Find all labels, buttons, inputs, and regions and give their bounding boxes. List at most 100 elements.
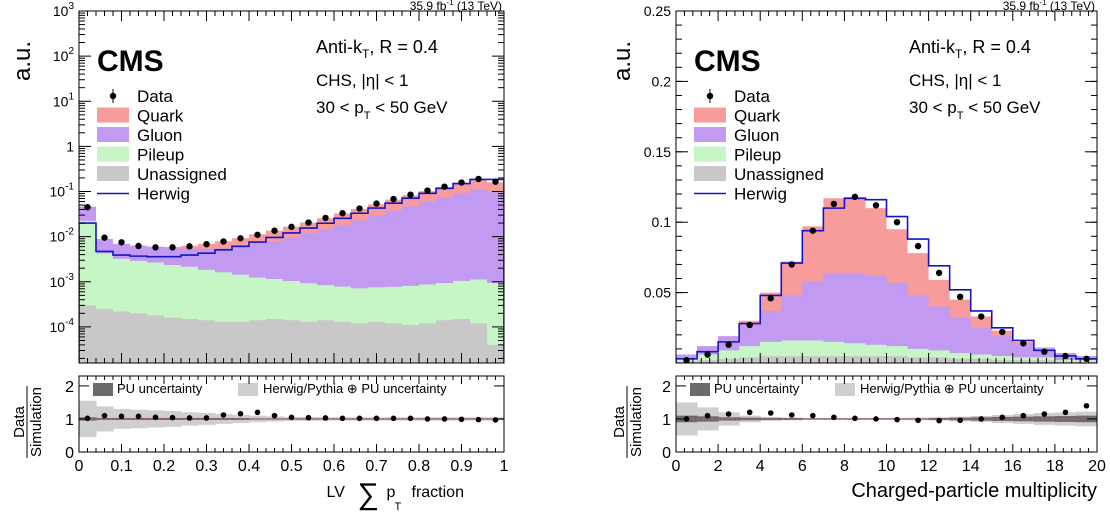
x-tick-label: 0.9 <box>450 458 472 475</box>
ratio-group <box>79 400 504 438</box>
algo-label: Anti-kT, R = 0.4 <box>316 37 438 61</box>
data-point <box>935 269 943 277</box>
data-point <box>999 328 1006 336</box>
legend-swatch <box>97 127 129 142</box>
data-point <box>830 200 838 208</box>
ratio-point <box>767 410 774 416</box>
data-point <box>288 223 295 231</box>
x-tick-label: 0.5 <box>280 458 302 475</box>
x-tick-label: 12 <box>920 458 938 475</box>
ratio-point <box>339 415 346 422</box>
data-point <box>203 240 210 248</box>
x-tick-label: 6 <box>798 458 807 475</box>
data-point <box>271 227 278 234</box>
data-point <box>746 321 753 329</box>
stack-group <box>79 175 504 363</box>
data-point <box>704 351 711 358</box>
ratio-point <box>475 416 482 423</box>
y-tick-label: 0.2 <box>652 73 672 89</box>
legend-swatch <box>694 146 726 162</box>
ratio-point <box>683 416 690 422</box>
data-point <box>809 227 817 234</box>
ratio-y-tick-label: 0 <box>65 445 74 462</box>
x-tick-label: 1 <box>500 458 509 475</box>
x-axis-label-prefix: LV <box>327 484 346 501</box>
legend-label: Gluon <box>137 126 182 145</box>
ratio-point <box>288 414 295 421</box>
x-tick-label: 0.1 <box>110 458 132 475</box>
stack-group <box>676 193 1097 363</box>
x-tick-label: 10 <box>878 458 896 475</box>
data-point <box>356 205 363 212</box>
ratio-point <box>186 415 193 421</box>
legend-band-label: Herwig/Pythia ⊕ PU uncertainty <box>860 381 1044 396</box>
x-axis-label: Charged-particle multiplicity <box>851 480 1097 502</box>
data-point <box>84 203 91 211</box>
data-point <box>237 235 244 242</box>
data-point <box>390 195 397 203</box>
ratio-point <box>441 416 448 422</box>
ratio-point <box>203 415 210 421</box>
legend-label: Unassigned <box>734 165 824 184</box>
unassigned-fill <box>79 305 504 363</box>
ratio-y-tick-label: 2 <box>662 379 671 396</box>
legend-band-swatch <box>835 383 855 396</box>
selection-eta: CHS, |η| < 1 <box>909 71 1001 90</box>
selection-pt: 30 < pT < 50 GeV <box>909 98 1041 122</box>
y-tick-label: 0.05 <box>644 285 671 301</box>
legend-band-swatch <box>238 383 258 396</box>
legend-label: Unassigned <box>137 165 227 184</box>
ratio-point <box>152 414 159 421</box>
pu-band-bin <box>249 418 267 420</box>
data-point <box>492 178 499 185</box>
legend-pu-label: PU uncertainty <box>714 381 800 396</box>
x-axis-label-suffix: fraction <box>412 484 464 501</box>
data-point <box>851 193 859 201</box>
legend-swatch <box>97 166 129 181</box>
y-tick-label: 10-1 <box>50 182 75 200</box>
x-tick-label: 0.2 <box>153 458 175 475</box>
ratio-point <box>220 412 227 418</box>
legend-label: Herwig <box>137 185 190 204</box>
cms-logo: CMS <box>97 45 164 78</box>
data-point <box>407 191 414 198</box>
data-point <box>458 179 465 186</box>
data-point <box>339 210 346 217</box>
ratio-point <box>390 415 397 422</box>
ratio-point <box>407 415 414 422</box>
x-tick-label: 0.4 <box>238 458 260 475</box>
chart-panel-2: 0.25 0.2 0.15 0.1 0.05 35.9 fb-1 (13 TeV) a.u.… <box>609 0 1106 502</box>
legend-label: Quark <box>734 107 781 126</box>
data-point <box>220 238 227 245</box>
x-axis-label-p: p <box>387 484 396 501</box>
herwig-line <box>676 197 1097 363</box>
ratio-point <box>852 415 858 422</box>
data-point <box>101 234 108 241</box>
data-point <box>373 200 380 207</box>
data-point <box>135 242 142 250</box>
legend-pu-swatch <box>93 383 113 396</box>
legend-label: Herwig <box>734 185 787 204</box>
ratio-point <box>831 414 837 421</box>
algo-label: Anti-kT, R = 0.4 <box>909 37 1031 61</box>
x-tick-label: 16 <box>1004 458 1022 475</box>
ratio-point <box>101 412 108 419</box>
ratio-point <box>894 416 900 423</box>
legend-label: Quark <box>137 107 184 126</box>
data-point <box>893 219 901 226</box>
data-point <box>872 202 880 209</box>
data-point <box>475 175 482 183</box>
x-tick-label: 0 <box>672 458 681 475</box>
ratio-point <box>305 414 312 421</box>
selection-pt: 30 < pT < 50 GeV <box>316 98 448 122</box>
x-tick-label: 0.6 <box>323 458 345 475</box>
ratio-point <box>135 413 142 420</box>
ratio-point <box>373 415 380 422</box>
legend-label: Data <box>734 87 770 106</box>
x-tick-label: 2 <box>714 458 723 475</box>
ratio-point <box>1041 411 1048 417</box>
data-point <box>767 295 774 302</box>
legend-swatch <box>694 127 726 142</box>
ratio-y-tick-label: 2 <box>65 379 74 396</box>
ratio-point <box>254 409 261 416</box>
